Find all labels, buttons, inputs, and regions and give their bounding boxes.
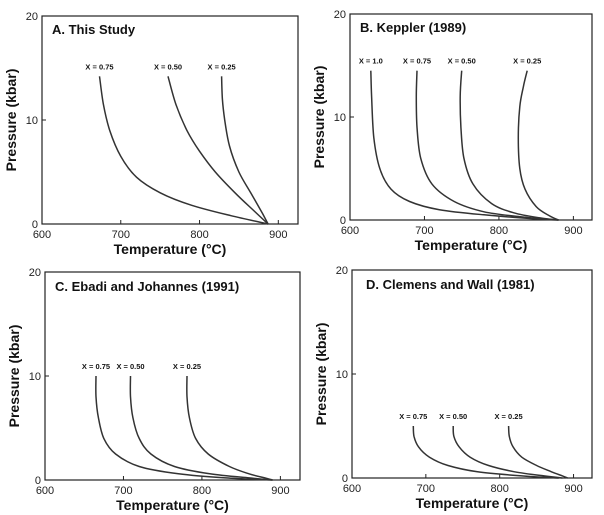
chart-panel-1: A. This Study 600 700 800 900 0 10 20 Temperatur…: [3, 11, 299, 257]
x-axis-label: Temperature (°C): [416, 495, 529, 511]
y-tick-label: 0: [35, 475, 41, 487]
x-tick-label: 600: [36, 485, 54, 497]
series-line-2: [129, 375, 273, 481]
y-tick-label: 20: [26, 11, 38, 23]
series-label-3: X = 0.25: [208, 62, 236, 71]
y-tick-label: 10: [336, 369, 348, 381]
panel-title: D. Clemens and Wall (1981): [366, 277, 535, 292]
series-line-2: [167, 76, 269, 225]
panel-title: B. Keppler (1989): [360, 20, 466, 35]
series-label-2: X = 0.50: [439, 412, 467, 421]
x-axis-label: Temperature (°C): [116, 497, 229, 513]
x-tick-label: 700: [415, 225, 433, 237]
plot-frame: [44, 271, 301, 481]
series-line-3: [186, 375, 273, 481]
x-tick-label: 900: [564, 225, 582, 237]
x-tick-label: 900: [564, 483, 582, 495]
series-label-3: X = 0.25: [173, 362, 201, 371]
y-axis-label: Pressure (kbar): [3, 69, 19, 172]
y-tick-label: 10: [26, 115, 38, 127]
series-label-1: X = 0.75: [82, 362, 110, 371]
x-tick-label: 700: [112, 229, 130, 241]
series-label-1: X = 0.75: [399, 412, 427, 421]
y-tick-label: 0: [342, 473, 348, 485]
y-axis-label: Pressure (kbar): [311, 66, 327, 169]
series-label-4: X = 0.25: [513, 57, 541, 66]
y-tick-label: 20: [336, 265, 348, 277]
x-tick-label: 800: [490, 225, 508, 237]
x-tick-label: 900: [269, 229, 287, 241]
x-tick-label: 800: [491, 483, 509, 495]
series-line-3: [507, 425, 568, 479]
series-label-2: X = 0.50: [154, 62, 182, 71]
y-tick-label: 20: [29, 267, 41, 279]
x-axis-label: Temperature (°C): [415, 237, 528, 253]
x-tick-label: 600: [343, 483, 361, 495]
x-tick-label: 700: [114, 485, 132, 497]
x-tick-label: 600: [341, 225, 359, 237]
plot-frame: [41, 15, 299, 225]
series-line-2: [452, 425, 563, 479]
y-tick-label: 10: [29, 371, 41, 383]
series-line-4: [517, 70, 559, 221]
series-label-3: X = 0.50: [448, 57, 476, 66]
x-tick-label: 700: [417, 483, 435, 495]
series-line-1: [412, 425, 559, 479]
y-axis-label: Pressure (kbar): [313, 323, 329, 426]
y-axis-label: Pressure (kbar): [6, 325, 22, 428]
x-tick-label: 900: [271, 485, 289, 497]
series-label-1: X = 1.0: [359, 57, 383, 66]
y-tick-label: 0: [340, 215, 346, 227]
x-axis-label: Temperature (°C): [114, 241, 227, 257]
y-tick-label: 0: [32, 219, 38, 231]
series-line-3: [220, 76, 269, 225]
chart-panel-2: B. Keppler (1989) 600 700 800 900 0 10 20 Temper…: [311, 9, 593, 253]
plot-frame: [349, 13, 593, 221]
chart-panel-4: D. Clemens and Wall (1981) 600 700 800 900 0 1…: [313, 265, 593, 511]
plot-frame: [351, 269, 593, 479]
series-line-1: [370, 70, 559, 221]
panel-title: C. Ebadi and Johannes (1991): [55, 279, 239, 294]
series-line-3: [459, 70, 559, 221]
y-tick-label: 10: [334, 112, 346, 124]
y-tick-label: 20: [334, 9, 346, 21]
chart-panel-3: C. Ebadi and Johannes (1991) 600 700 800 900…: [6, 267, 301, 513]
series-label-2: X = 0.75: [403, 57, 431, 66]
series-label-3: X = 0.25: [494, 412, 522, 421]
x-tick-label: 600: [33, 229, 51, 241]
series-label-1: X = 0.75: [85, 62, 113, 71]
x-tick-label: 800: [190, 229, 208, 241]
series-line-1: [98, 76, 269, 225]
x-tick-label: 800: [193, 485, 211, 497]
series-label-2: X = 0.50: [116, 362, 144, 371]
series-line-2: [415, 70, 559, 221]
series-line-1: [95, 375, 273, 481]
panel-title: A. This Study: [52, 22, 136, 37]
